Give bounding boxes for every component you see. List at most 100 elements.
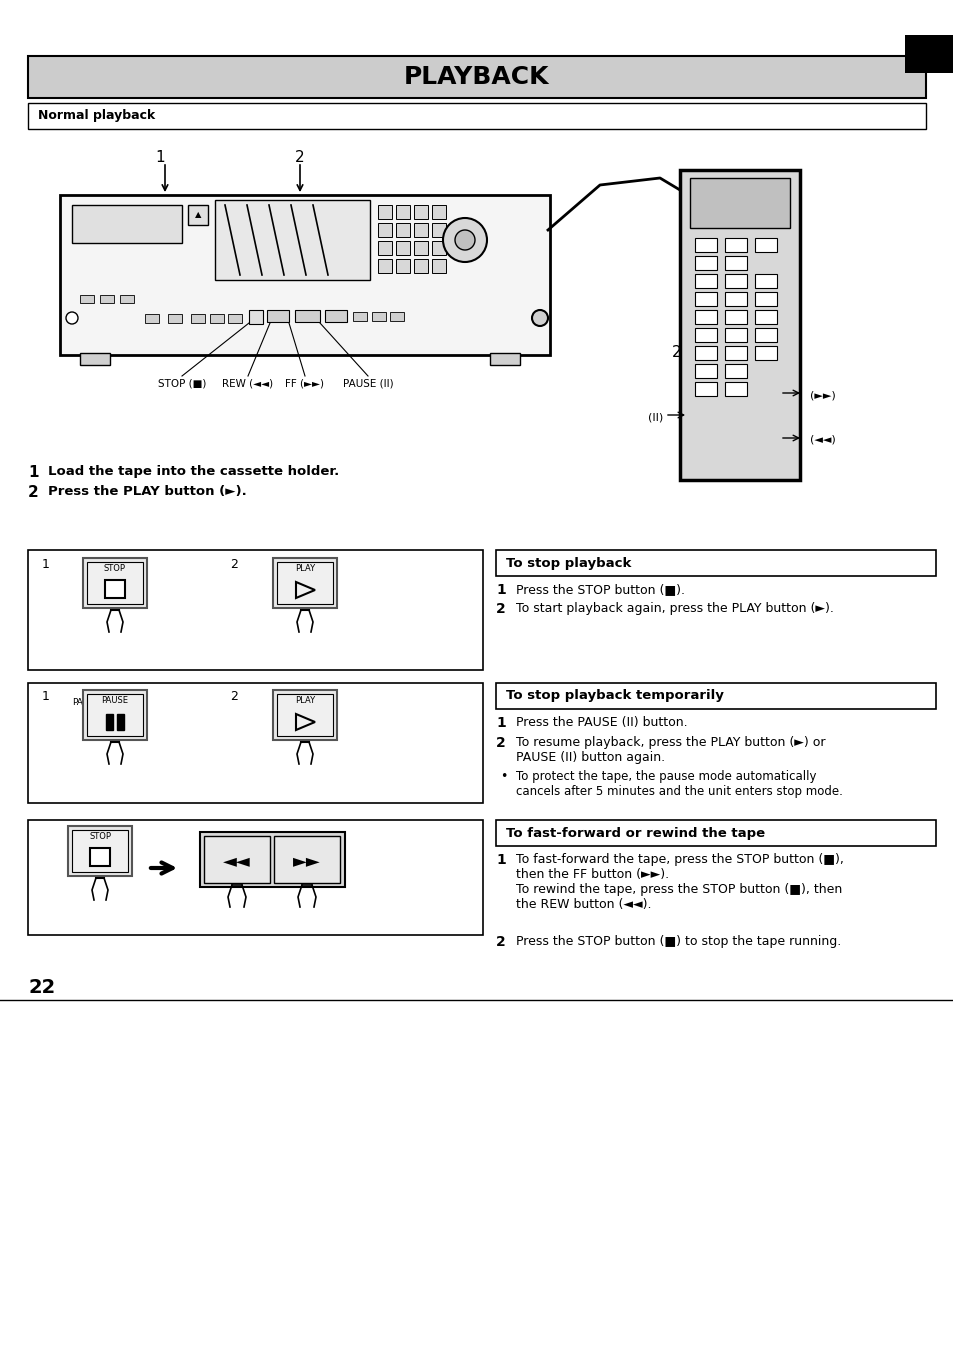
Text: 2: 2 (496, 603, 505, 616)
Bar (724, 309, 746, 324)
Bar (695, 328, 717, 342)
Text: Press the PLAY button (►).: Press the PLAY button (►). (48, 485, 247, 499)
Bar (28, 103, 925, 128)
Text: STOP (■): STOP (■) (157, 378, 206, 388)
Bar (80, 353, 110, 365)
Bar (724, 238, 746, 253)
Bar (724, 363, 746, 378)
Bar (28, 684, 482, 802)
Text: ◄◄: ◄◄ (223, 852, 251, 870)
Circle shape (532, 309, 547, 326)
Bar (496, 820, 935, 846)
Bar (414, 240, 428, 255)
Bar (28, 820, 482, 935)
Bar (210, 313, 224, 323)
Text: To fast-forward or rewind the tape: To fast-forward or rewind the tape (505, 827, 764, 839)
Bar (724, 382, 746, 396)
Text: REW: REW (227, 838, 247, 847)
Bar (228, 313, 242, 323)
Bar (695, 274, 717, 288)
Bar (377, 205, 392, 219)
Text: •: • (499, 770, 507, 784)
Text: Press the PAUSE (II) button.: Press the PAUSE (II) button. (516, 716, 687, 730)
Bar (214, 200, 370, 280)
Bar (432, 205, 446, 219)
Bar (249, 309, 263, 324)
Bar (120, 295, 133, 303)
Bar (414, 259, 428, 273)
Text: To stop playback: To stop playback (505, 557, 631, 570)
Bar (724, 346, 746, 359)
Text: 22: 22 (28, 978, 55, 997)
Text: 2: 2 (496, 935, 505, 948)
Bar (496, 684, 935, 709)
Text: PLAY: PLAY (294, 696, 314, 705)
Bar (188, 205, 208, 226)
Bar (754, 274, 776, 288)
Bar (377, 259, 392, 273)
Text: Load the tape into the cassette holder.: Load the tape into the cassette holder. (48, 465, 339, 478)
Text: Press the STOP button (■).: Press the STOP button (■). (516, 584, 684, 596)
Bar (90, 848, 110, 866)
Text: To stop playback temporarily: To stop playback temporarily (505, 689, 723, 703)
Bar (695, 382, 717, 396)
Bar (490, 353, 519, 365)
Bar (71, 830, 128, 871)
Text: 1: 1 (496, 716, 505, 730)
Bar (754, 346, 776, 359)
Text: 2: 2 (496, 736, 505, 750)
Bar (695, 255, 717, 270)
Circle shape (442, 218, 486, 262)
Bar (724, 255, 746, 270)
Bar (28, 55, 925, 99)
Bar (191, 313, 205, 323)
Text: 1: 1 (28, 465, 38, 480)
Text: FF (►►): FF (►►) (285, 378, 324, 388)
Bar (377, 223, 392, 236)
Bar (87, 562, 143, 604)
Bar (904, 35, 953, 73)
Bar (414, 205, 428, 219)
Text: PLAY: PLAY (294, 563, 314, 573)
Bar (377, 240, 392, 255)
Bar (395, 240, 410, 255)
Text: PAUSE: PAUSE (71, 698, 101, 707)
Text: ▶: ▶ (253, 313, 258, 320)
Text: ▲: ▲ (194, 211, 201, 219)
Text: To start playback again, press the PLAY button (►).: To start playback again, press the PLAY … (516, 603, 833, 615)
Text: PAUSE: PAUSE (101, 696, 129, 705)
Text: (II): (II) (647, 412, 662, 422)
Text: To protect the tape, the pause mode automatically
cancels after 5 minutes and th: To protect the tape, the pause mode auto… (516, 770, 842, 798)
Text: To fast-forward the tape, press the STOP button (■),
then the FF button (►►).
To: To fast-forward the tape, press the STOP… (516, 852, 843, 911)
Text: 2: 2 (294, 150, 304, 165)
Bar (276, 562, 333, 604)
Bar (100, 295, 113, 303)
Text: (◄◄): (◄◄) (809, 435, 835, 444)
Bar (87, 694, 143, 736)
Bar (724, 292, 746, 305)
Text: 1: 1 (496, 584, 505, 597)
Bar (679, 170, 800, 480)
Bar (204, 836, 270, 884)
Text: REW (◄◄): REW (◄◄) (222, 378, 274, 388)
Text: 2: 2 (671, 345, 680, 359)
Text: 1: 1 (496, 852, 505, 867)
Bar (754, 292, 776, 305)
Bar (68, 825, 132, 875)
Bar (390, 312, 403, 322)
Text: Press the STOP button (■) to stop the tape running.: Press the STOP button (■) to stop the ta… (516, 935, 841, 948)
Bar (117, 713, 124, 730)
Text: 1: 1 (154, 150, 165, 165)
Bar (432, 259, 446, 273)
Bar (695, 238, 717, 253)
Text: (►►): (►►) (809, 390, 835, 400)
Text: ►►: ►► (293, 852, 320, 870)
Bar (80, 295, 94, 303)
Bar (276, 694, 333, 736)
Bar (168, 313, 182, 323)
Bar (200, 832, 345, 888)
Bar (724, 328, 746, 342)
Bar (496, 550, 935, 576)
Circle shape (455, 230, 475, 250)
Bar (325, 309, 347, 322)
